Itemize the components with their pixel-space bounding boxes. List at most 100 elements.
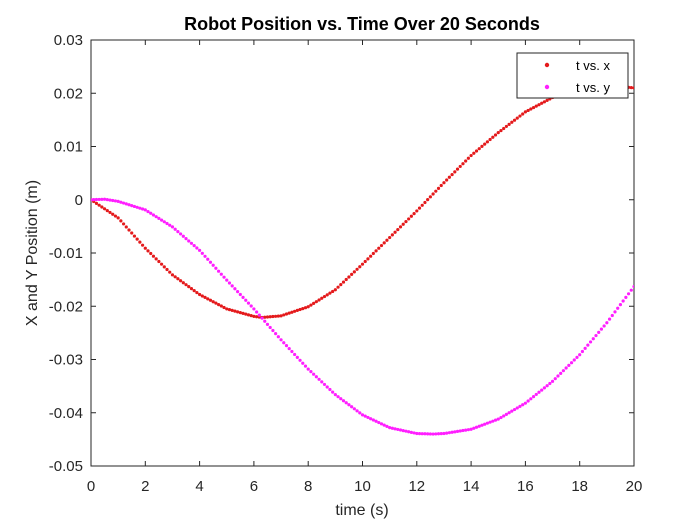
- data-point: [407, 430, 411, 434]
- data-point: [534, 104, 538, 108]
- data-point: [301, 306, 305, 311]
- data-point: [279, 314, 283, 318]
- data-point: [569, 361, 574, 365]
- data-point: [127, 228, 131, 232]
- data-point: [390, 426, 394, 430]
- data-point: [249, 314, 253, 318]
- data-point: [287, 346, 291, 351]
- y-axis-ticks: -0.05 -0.04 -0.03 -0.02 -0.01 0 0.01 0.02 0.03: [49, 32, 634, 475]
- data-point: [111, 198, 115, 203]
- data-point: [265, 315, 270, 319]
- data-point: [317, 298, 321, 302]
- data-point: [442, 181, 446, 185]
- data-point: [472, 151, 476, 155]
- data-point: [499, 415, 503, 420]
- data-point: [366, 415, 370, 420]
- data-point: [350, 405, 354, 409]
- data-point: [92, 198, 96, 202]
- data-point: [113, 214, 118, 218]
- data-point: [149, 251, 153, 256]
- data-point: [263, 319, 267, 323]
- data-point: [521, 403, 525, 407]
- data-point: [187, 239, 191, 243]
- data-point: [105, 209, 109, 213]
- x-tick-label: 4: [195, 478, 203, 495]
- data-point: [450, 172, 454, 177]
- data-point: [192, 244, 196, 248]
- data-point: [588, 340, 593, 344]
- data-point: [423, 200, 427, 205]
- data-point: [263, 315, 267, 319]
- data-point: [344, 277, 348, 282]
- series-x: [91, 83, 634, 320]
- data-point: [496, 131, 500, 135]
- data-point: [312, 372, 316, 376]
- data-point: [265, 322, 270, 326]
- data-point: [176, 229, 180, 234]
- data-point: [233, 287, 237, 291]
- data-point: [236, 290, 240, 294]
- data-point: [561, 369, 566, 373]
- data-point: [178, 232, 183, 236]
- data-point: [121, 222, 126, 226]
- data-point: [415, 431, 419, 436]
- data-point: [200, 294, 204, 298]
- x-tick-label: 18: [571, 478, 588, 495]
- data-point: [621, 299, 625, 303]
- data-point: [130, 204, 134, 208]
- data-point: [312, 301, 316, 305]
- data-point: [496, 417, 500, 421]
- data-point: [293, 309, 297, 313]
- data-point: [132, 204, 137, 209]
- data-point: [102, 197, 107, 201]
- data-point: [529, 397, 533, 401]
- data-point: [282, 341, 286, 345]
- data-point: [548, 381, 552, 386]
- data-point: [398, 225, 403, 229]
- data-point: [282, 313, 286, 317]
- data-point: [217, 269, 221, 273]
- data-point: [415, 209, 419, 213]
- data-point: [491, 419, 495, 423]
- data-point: [331, 390, 335, 394]
- data-point: [474, 149, 479, 153]
- data-point: [426, 198, 430, 202]
- y-tick-label: 0.02: [54, 85, 83, 102]
- data-point: [599, 327, 604, 331]
- data-point: [333, 393, 337, 397]
- data-point: [464, 159, 468, 163]
- data-point: [450, 430, 454, 434]
- data-point: [331, 289, 335, 294]
- data-point: [284, 344, 289, 348]
- data-point: [341, 280, 346, 284]
- data-point: [369, 254, 373, 258]
- y-tick-label: 0.01: [54, 139, 83, 156]
- data-point: [371, 418, 375, 422]
- data-point: [434, 432, 438, 436]
- data-point: [317, 377, 321, 381]
- data-point: [360, 262, 365, 266]
- data-point: [154, 215, 158, 219]
- legend-marker: [544, 84, 550, 90]
- data-point: [613, 310, 617, 314]
- data-point: [301, 361, 305, 365]
- data-point: [632, 86, 634, 90]
- data-point: [276, 314, 280, 318]
- data-point: [420, 432, 424, 436]
- data-point: [303, 364, 308, 368]
- data-point: [227, 308, 232, 312]
- data-point: [393, 427, 397, 431]
- data-point: [276, 335, 280, 339]
- legend-box: [516, 52, 629, 99]
- legend-label: t vs. y: [576, 80, 610, 95]
- data-point: [293, 352, 297, 357]
- data-point: [347, 403, 351, 407]
- data-point: [138, 206, 142, 210]
- data-point: [222, 275, 226, 279]
- data-point: [140, 207, 145, 211]
- data-point: [127, 203, 131, 207]
- data-point: [358, 265, 362, 269]
- data-point: [512, 118, 517, 122]
- data-point: [398, 428, 403, 432]
- data-point: [458, 164, 462, 169]
